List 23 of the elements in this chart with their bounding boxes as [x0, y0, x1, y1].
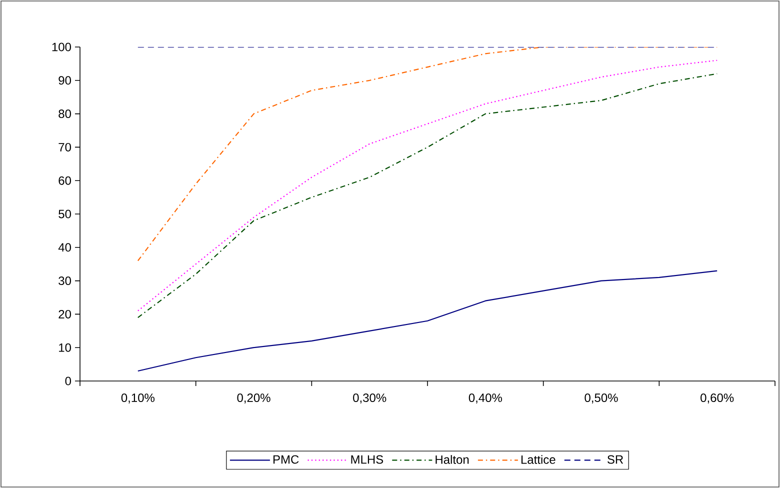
y-tick-label: 90	[58, 76, 72, 85]
legend-label: PMC	[273, 455, 299, 464]
x-tick-label: 0,60%	[700, 394, 734, 404]
y-tick-label: 10	[59, 343, 72, 352]
legend-label: MLHS	[351, 455, 384, 464]
y-tick-label: 40	[58, 243, 72, 252]
x-tick-label: 0,30%	[353, 394, 386, 404]
y-tick-label: 100	[52, 42, 72, 52]
x-tick-label: 0,50%	[584, 394, 618, 404]
x-tick-label: 0,20%	[237, 394, 270, 404]
legend-label: Halton	[436, 455, 469, 464]
y-tick-label: 30	[58, 276, 72, 286]
y-tick-label: 60	[58, 176, 72, 185]
legend-label: Lattice	[521, 455, 556, 464]
y-tick-label: 20	[58, 310, 72, 318]
legend-label: SR	[607, 455, 624, 464]
x-tick-label: 0,40%	[468, 394, 502, 404]
y-tick-label: 0	[65, 376, 72, 386]
y-tick-label: 50	[58, 210, 72, 218]
y-tick-label: 70	[58, 142, 72, 152]
y-tick-label: 80	[58, 110, 72, 118]
line-series	[137, 270, 718, 372]
x-tick-label: 0,10%	[121, 394, 154, 404]
